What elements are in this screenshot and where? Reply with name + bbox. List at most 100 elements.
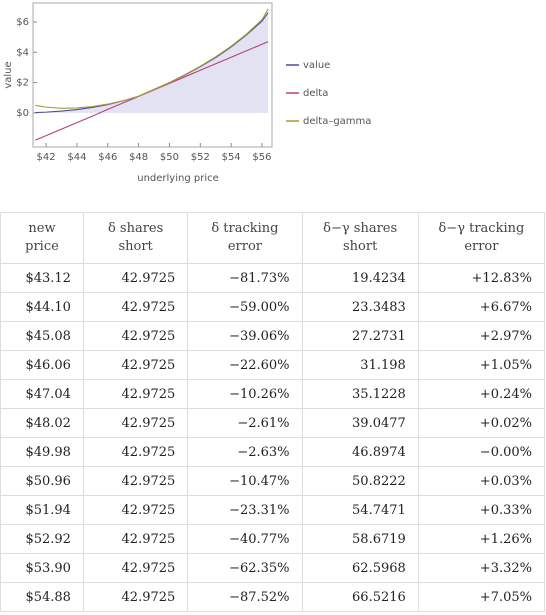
table-cell: 27.2731	[301, 321, 419, 351]
table-row: $45.08 42.9725 −39.06% 27.2731 +2.97%	[0, 321, 546, 351]
table-cell: 42.9725	[82, 466, 189, 496]
table-cell: +1.26%	[417, 524, 546, 554]
table-cell: +0.33%	[417, 495, 546, 525]
table-cell: 42.9725	[82, 437, 189, 467]
column-header: δ shares short	[82, 212, 189, 264]
table-cell: −59.00%	[187, 292, 303, 322]
legend-label: value	[303, 60, 330, 71]
table-cell: 54.7471	[301, 495, 419, 525]
table-cell: +0.24%	[417, 379, 546, 409]
table-cell: −22.60%	[187, 350, 303, 380]
table-cell: −87.52%	[187, 582, 303, 612]
x-tick-label: $54	[222, 152, 241, 163]
table-cell: 58.6719	[301, 524, 419, 554]
table-cell: 19.4234	[301, 263, 419, 293]
table-row: $43.12 42.9725 −81.73% 19.4234 +12.83%	[0, 263, 546, 293]
table-cell: $48.02	[0, 408, 84, 438]
table-cell: 42.9725	[82, 292, 189, 322]
table-cell: 31.198	[301, 350, 419, 380]
table-cell: $47.04	[0, 379, 84, 409]
table-cell: −40.77%	[187, 524, 303, 554]
y-tick-label: $6	[16, 17, 29, 28]
y-tick-label: $4	[16, 47, 29, 58]
line	[35, 8, 269, 109]
table-cell: 42.9725	[82, 379, 189, 409]
table-row: $49.98 42.9725 −2.63% 46.8974 −0.00%	[0, 437, 546, 467]
table-cell: $44.10	[0, 292, 84, 322]
table-cell: −81.73%	[187, 263, 303, 293]
chart: underlying price value $42 $44 $46 $48 $50 $5…	[3, 2, 371, 184]
table-cell: 42.9725	[82, 553, 189, 583]
table-cell: +1.05%	[417, 350, 546, 380]
table-row: $52.92 42.9725 −40.77% 58.6719 +1.26%	[0, 524, 546, 554]
table-cell: 62.5968	[301, 553, 419, 583]
x-tick-label: $48	[129, 152, 148, 163]
x-axis-label: underlying price	[137, 173, 219, 184]
table-row: $46.06 42.9725 −22.60% 31.198 +1.05%	[0, 350, 546, 380]
table-cell: $49.98	[0, 437, 84, 467]
table-cell: +12.83%	[417, 263, 546, 293]
table-cell: 35.1228	[301, 379, 419, 409]
column-header: new price	[0, 212, 84, 264]
x-tick-label: $46	[98, 152, 117, 163]
table-cell: $45.08	[0, 321, 84, 351]
table-cell: +3.32%	[417, 553, 546, 583]
legend-label: delta–gamma	[303, 116, 371, 127]
column-header: δ−γ shares short	[301, 212, 419, 264]
column-header: δ−γ tracking error	[417, 212, 546, 264]
table-cell: $53.90	[0, 553, 84, 583]
table-row: $51.94 42.9725 −23.31% 54.7471 +0.33%	[0, 495, 546, 525]
table-cell: 42.9725	[82, 524, 189, 554]
table-cell: 50.8222	[301, 466, 419, 496]
table-cell: 42.9725	[82, 263, 189, 293]
x-tick-label: $42	[37, 152, 56, 163]
table-row: $50.96 42.9725 −10.47% 50.8222 +0.03%	[0, 466, 546, 496]
table-cell: $51.94	[0, 495, 84, 525]
table-cell: −39.06%	[187, 321, 303, 351]
table-cell: $52.92	[0, 524, 84, 554]
table-cell: +0.02%	[417, 408, 546, 438]
table-row: $48.02 42.9725 −2.61% 39.0477 +0.02%	[0, 408, 546, 438]
y-axis-label: value	[3, 61, 14, 88]
table-cell: 46.8974	[301, 437, 419, 467]
column-header: δ tracking error	[187, 212, 303, 264]
data-table: new price δ shares short δ tracking error δ…	[0, 212, 546, 612]
plot-frame	[32, 2, 273, 148]
table-row: $53.90 42.9725 −62.35% 62.5968 +3.32%	[0, 553, 546, 583]
table-cell: −23.31%	[187, 495, 303, 525]
table-row: $47.04 42.9725 −10.26% 35.1228 +0.24%	[0, 379, 546, 409]
table-cell: −2.63%	[187, 437, 303, 467]
table-cell: 42.9725	[82, 350, 189, 380]
table-cell: −2.61%	[187, 408, 303, 438]
table-cell: +0.03%	[417, 466, 546, 496]
table-cell: −0.00%	[417, 437, 546, 467]
x-tick-label: $52	[191, 152, 210, 163]
x-tick-label: $50	[160, 152, 179, 163]
table-cell: −10.47%	[187, 466, 303, 496]
y-tick-label: $0	[16, 108, 29, 119]
table-cell: −10.26%	[187, 379, 303, 409]
table-cell: 39.0477	[301, 408, 419, 438]
table-cell: $50.96	[0, 466, 84, 496]
table-cell: 42.9725	[82, 408, 189, 438]
table-cell: 42.9725	[82, 495, 189, 525]
y-tick-label: $2	[16, 78, 29, 89]
legend-label: delta	[303, 88, 328, 99]
table-cell: $43.12	[0, 263, 84, 293]
table-cell: $54.88	[0, 582, 84, 612]
x-tick-label: $56	[252, 152, 271, 163]
area	[35, 12, 269, 113]
table-cell: +2.97%	[417, 321, 546, 351]
table-row: $44.10 42.9725 −59.00% 23.3483 +6.67%	[0, 292, 546, 322]
table-cell: 23.3483	[301, 292, 419, 322]
table-cell: 42.9725	[82, 582, 189, 612]
table-cell: +7.05%	[417, 582, 546, 612]
table-cell: 42.9725	[82, 321, 189, 351]
table-cell: $46.06	[0, 350, 84, 380]
table-cell: +6.67%	[417, 292, 546, 322]
table-cell: −62.35%	[187, 553, 303, 583]
table-row: $54.88 42.9725 −87.52% 66.5216 +7.05%	[0, 582, 546, 612]
x-tick-label: $44	[67, 152, 86, 163]
table-cell: 66.5216	[301, 582, 419, 612]
